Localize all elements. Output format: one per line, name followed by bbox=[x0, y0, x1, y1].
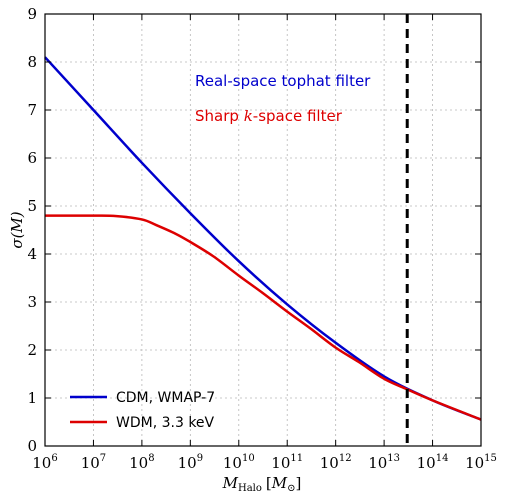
x-tick-label: 1012 bbox=[320, 453, 352, 472]
grid bbox=[45, 14, 481, 446]
y-tick-label: 4 bbox=[27, 245, 37, 263]
x-tick-label: 108 bbox=[129, 453, 154, 472]
legend-label-cdm: CDM, WMAP-7 bbox=[116, 390, 215, 406]
series-layer bbox=[44, 14, 482, 446]
y-tick-label: 2 bbox=[27, 341, 37, 359]
y-tick-label: 7 bbox=[27, 101, 37, 119]
y-tick-label: 1 bbox=[27, 389, 37, 407]
y-tick-label: 3 bbox=[27, 293, 37, 311]
x-tick-label: 1013 bbox=[368, 453, 400, 472]
x-tick-label: 107 bbox=[81, 453, 106, 472]
annotation-real-space: Real-space tophat filter bbox=[195, 72, 371, 90]
ticks: 106 107 108 109 1010 1011 1012 1013 1014 1015 0 1 2 3… bbox=[27, 5, 496, 472]
x-tick-label: 106 bbox=[32, 453, 57, 472]
y-tick-label: 9 bbox=[27, 5, 37, 23]
legend-label-wdm: WDM, 3.3 keV bbox=[116, 415, 215, 431]
annotation-sharp-k: Sharp k-space filter bbox=[195, 107, 343, 125]
y-tick-label: 0 bbox=[27, 437, 37, 455]
y-tick-label: 6 bbox=[27, 149, 37, 167]
x-tick-label: 1011 bbox=[271, 453, 303, 472]
x-axis-label: MHalo [M⊙] bbox=[222, 474, 302, 494]
series-line-wdm bbox=[44, 214, 482, 421]
x-tick-label: 1010 bbox=[223, 453, 255, 472]
y-tick-label: 8 bbox=[27, 53, 37, 71]
x-tick-label: 1014 bbox=[417, 453, 449, 472]
legend: CDM, WMAP-7 WDM, 3.3 keV bbox=[70, 390, 215, 431]
plot-frame bbox=[44, 13, 482, 447]
y-axis-label: σ(M) bbox=[8, 211, 26, 248]
y-tick-label: 5 bbox=[27, 197, 37, 215]
x-tick-label: 109 bbox=[178, 453, 203, 472]
x-tick-label: 1015 bbox=[465, 453, 497, 472]
